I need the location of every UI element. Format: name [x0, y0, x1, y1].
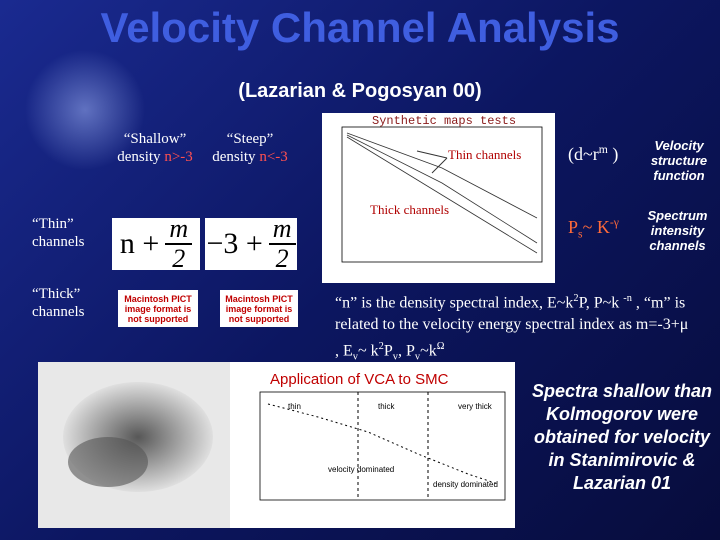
- plot-label: thick: [378, 402, 395, 411]
- text-segment: 2: [573, 293, 579, 304]
- plot-label: thin: [288, 402, 301, 411]
- text-segment: (d~r: [568, 144, 599, 164]
- text-segment: s: [578, 227, 583, 241]
- header-condition: n>-3: [164, 149, 193, 165]
- synthetic-plot: Synthetic maps tests Thin channels Thick…: [322, 113, 555, 283]
- missing-image: Macintosh PICT image format is not suppo…: [220, 290, 298, 327]
- text-segment: “n” is the density spectral index, E~k: [335, 294, 574, 312]
- text-segment: , P: [397, 342, 415, 360]
- plot-label: very thick: [458, 402, 493, 411]
- text-segment: ~ K: [582, 217, 610, 237]
- text-segment: ~ k: [357, 342, 379, 360]
- header-condition: n<-3: [259, 149, 288, 165]
- plot-label: velocity dominated: [328, 465, 394, 474]
- header-label: “Shallow”: [123, 131, 187, 147]
- text-segment: v: [392, 351, 398, 363]
- text-segment: ~k: [420, 342, 437, 360]
- title: Velocity Channel Analysis: [100, 4, 620, 51]
- header-label: “Steep”: [226, 131, 274, 147]
- text-segment: P: [568, 217, 579, 237]
- text-segment: -γ: [609, 216, 619, 229]
- column-header: “Shallow” density n>-3: [105, 130, 205, 166]
- text-segment: 2: [378, 341, 384, 353]
- relation-description: Velocity structure function: [650, 138, 708, 183]
- numerator: m: [165, 215, 193, 245]
- smc-figure: Application of VCA to SMC thin thick ver…: [38, 362, 515, 528]
- row-label: “Thin” channels: [32, 216, 85, 250]
- plot-annotation: Thick channels: [370, 202, 449, 217]
- smc-caption: Application of VCA to SMC: [270, 371, 449, 388]
- column-header: “Steep” density n<-3: [200, 130, 300, 166]
- formula-term: −3 +: [206, 227, 263, 260]
- relation-formula: (d~rm ): [568, 143, 618, 165]
- row-label: “Thick” channels: [32, 286, 85, 320]
- text-segment: P, P~k: [578, 294, 624, 312]
- text-segment: Ω: [436, 341, 445, 353]
- plot-annotation: Thin channels: [448, 147, 521, 162]
- text-segment: m: [598, 143, 608, 156]
- text-segment: P: [383, 342, 393, 360]
- denominator: 2: [172, 244, 186, 273]
- subtitle: (Lazarian & Pogosyan 00): [238, 80, 482, 102]
- paragraph: “n” is the density spectral index, E~k2P…: [335, 288, 695, 369]
- plot-label: density dominated: [433, 480, 498, 489]
- plot-title: Synthetic maps tests: [372, 114, 516, 128]
- text-segment: -n: [623, 293, 632, 304]
- numerator: m: [268, 215, 296, 245]
- relation-formula: Ps~ K-γ: [568, 216, 619, 241]
- text-segment: ): [607, 144, 619, 164]
- header-quantity: density: [212, 149, 256, 165]
- text-segment: , “m” is related to the velocity energy …: [335, 294, 689, 360]
- formula-term: n +: [119, 227, 160, 260]
- conclusion: Spectra shallow than Kolmogorov were obt…: [531, 381, 713, 493]
- missing-image: Macintosh PICT image format is not suppo…: [118, 290, 198, 327]
- text-segment: v: [414, 351, 421, 363]
- relation-description: Spectrum intensity channels: [647, 208, 708, 253]
- header-quantity: density: [117, 149, 161, 165]
- denominator: 2: [275, 244, 289, 273]
- text-segment: v: [352, 351, 358, 363]
